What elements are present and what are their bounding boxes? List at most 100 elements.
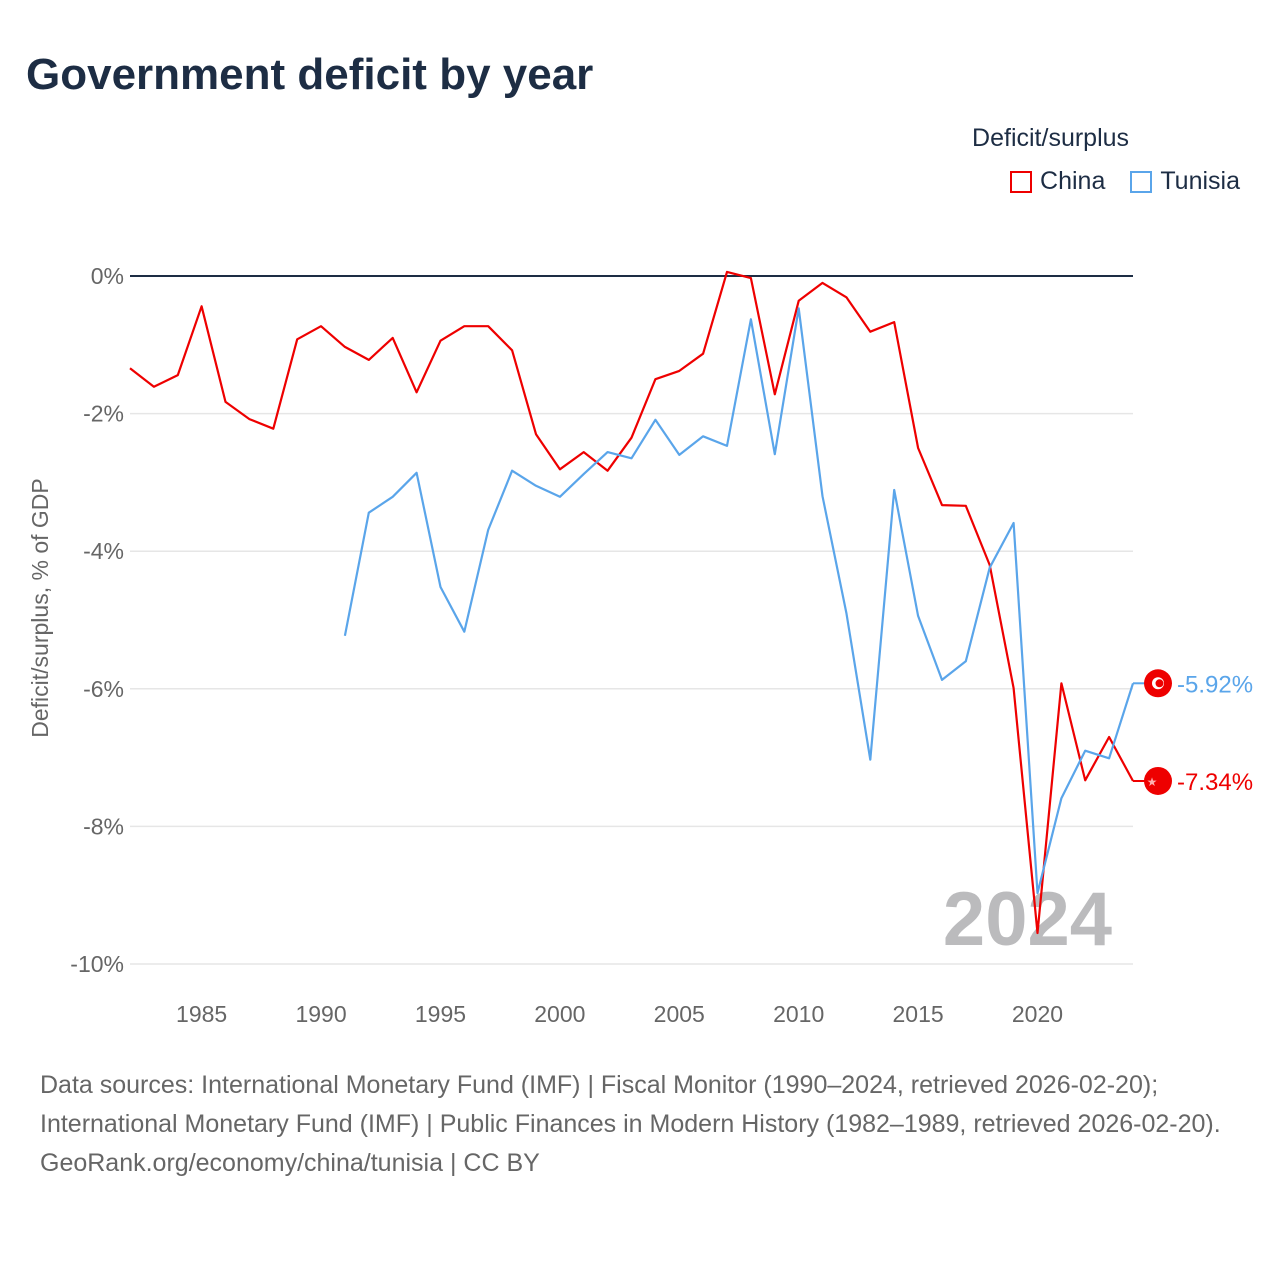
data-point xyxy=(1059,796,1063,800)
x-tick-label: 2010 xyxy=(773,1001,824,1027)
series-line-tunisia xyxy=(343,307,1135,895)
data-point xyxy=(797,306,801,310)
data-point xyxy=(916,446,920,450)
data-point xyxy=(319,324,323,328)
data-point xyxy=(701,352,705,356)
data-point xyxy=(438,585,442,589)
data-point xyxy=(1083,749,1087,753)
y-axis-label: Deficit/surplus, % of GDP xyxy=(27,478,53,737)
y-tick-label: -10% xyxy=(70,951,124,977)
data-point xyxy=(510,469,514,473)
legend: Deficit/surplus China Tunisia xyxy=(972,124,1240,200)
data-point xyxy=(964,659,968,663)
data-point xyxy=(224,400,228,404)
data-point xyxy=(916,614,920,618)
data-point xyxy=(844,295,848,299)
data-point xyxy=(1012,521,1016,525)
data-point xyxy=(1012,686,1016,690)
china-flag-icon xyxy=(1144,766,1172,795)
data-point xyxy=(1083,778,1087,782)
data-point xyxy=(940,678,944,682)
data-point xyxy=(343,345,347,349)
y-tick-label: -4% xyxy=(83,538,124,564)
data-point xyxy=(582,450,586,454)
data-point xyxy=(582,472,586,476)
data-point xyxy=(415,390,419,394)
data-point xyxy=(534,432,538,436)
data-point xyxy=(844,611,848,615)
legend-swatch-china xyxy=(1010,170,1033,193)
year-watermark: 2024 xyxy=(943,877,1112,962)
y-tick-label: 0% xyxy=(91,263,124,289)
data-point xyxy=(701,434,705,438)
data-point xyxy=(630,436,634,440)
data-sources: Data sources: International Monetary Fun… xyxy=(40,1071,1221,1138)
data-point xyxy=(295,337,299,341)
legend-item-tunisia[interactable]: Tunisia xyxy=(1130,167,1240,196)
data-point xyxy=(510,348,514,352)
data-point xyxy=(988,566,992,570)
data-point xyxy=(534,484,538,488)
data-point xyxy=(1107,735,1111,739)
data-point xyxy=(1107,756,1111,760)
data-point xyxy=(868,758,872,762)
data-point xyxy=(653,377,657,381)
end-value-label: -5.92% xyxy=(1177,671,1253,698)
x-tick-label: 1995 xyxy=(415,1001,466,1027)
data-point xyxy=(271,427,275,431)
x-tick-label: 1990 xyxy=(295,1001,346,1027)
data-point xyxy=(438,339,442,343)
x-tick-label: 2000 xyxy=(534,1001,585,1027)
data-point xyxy=(367,511,371,515)
series-line-china xyxy=(129,270,1134,935)
data-point xyxy=(247,417,251,421)
data-point xyxy=(725,270,729,274)
data-point xyxy=(486,324,490,328)
data-point xyxy=(940,503,944,507)
data-point xyxy=(200,304,204,308)
y-tick-label: -6% xyxy=(83,676,124,702)
data-point xyxy=(964,504,968,508)
data-point xyxy=(677,453,681,457)
data-point xyxy=(1035,931,1039,935)
data-point xyxy=(462,630,466,634)
data-point xyxy=(653,418,657,422)
data-point xyxy=(630,456,634,460)
x-tick-label: 1985 xyxy=(176,1001,227,1027)
data-point xyxy=(677,369,681,373)
legend-label: China xyxy=(1040,167,1106,195)
chart-title: Government deficit by year xyxy=(26,50,594,99)
x-tick-label: 2005 xyxy=(654,1001,705,1027)
data-point xyxy=(558,467,562,471)
data-point xyxy=(415,471,419,475)
data-point xyxy=(868,330,872,334)
legend-title: Deficit/surplus xyxy=(972,124,1130,152)
data-point xyxy=(725,444,729,448)
data-point xyxy=(343,634,347,638)
data-point xyxy=(176,373,180,377)
legend-swatch-tunisia xyxy=(1130,170,1153,193)
data-point xyxy=(892,488,896,492)
flag-detail: ★ xyxy=(1147,775,1158,789)
footer: Data sources: International Monetary Fun… xyxy=(40,1066,1240,1183)
data-point xyxy=(486,528,490,532)
data-point xyxy=(1059,681,1063,685)
data-point xyxy=(128,366,132,370)
legend-item-china[interactable]: China xyxy=(1010,167,1105,196)
data-point xyxy=(749,276,753,280)
data-point xyxy=(391,336,395,340)
line-chart: 0% -2% -4% -6% -8% -10% 1985 1990 1995 2000 2005 20… xyxy=(27,263,1253,1027)
data-point xyxy=(773,452,777,456)
credit[interactable]: GeoRank.org/economy/china/tunisia | CC B… xyxy=(40,1149,540,1177)
data-point xyxy=(892,320,896,324)
data-point xyxy=(1035,891,1039,895)
data-point xyxy=(773,392,777,396)
data-point xyxy=(152,385,156,389)
data-point xyxy=(606,469,610,473)
x-tick-label: 2015 xyxy=(892,1001,943,1027)
data-point xyxy=(606,450,610,454)
end-value-label: -7.34% xyxy=(1177,769,1253,796)
data-point xyxy=(749,317,753,321)
y-tick-label: -2% xyxy=(83,401,124,427)
data-point xyxy=(367,358,371,362)
